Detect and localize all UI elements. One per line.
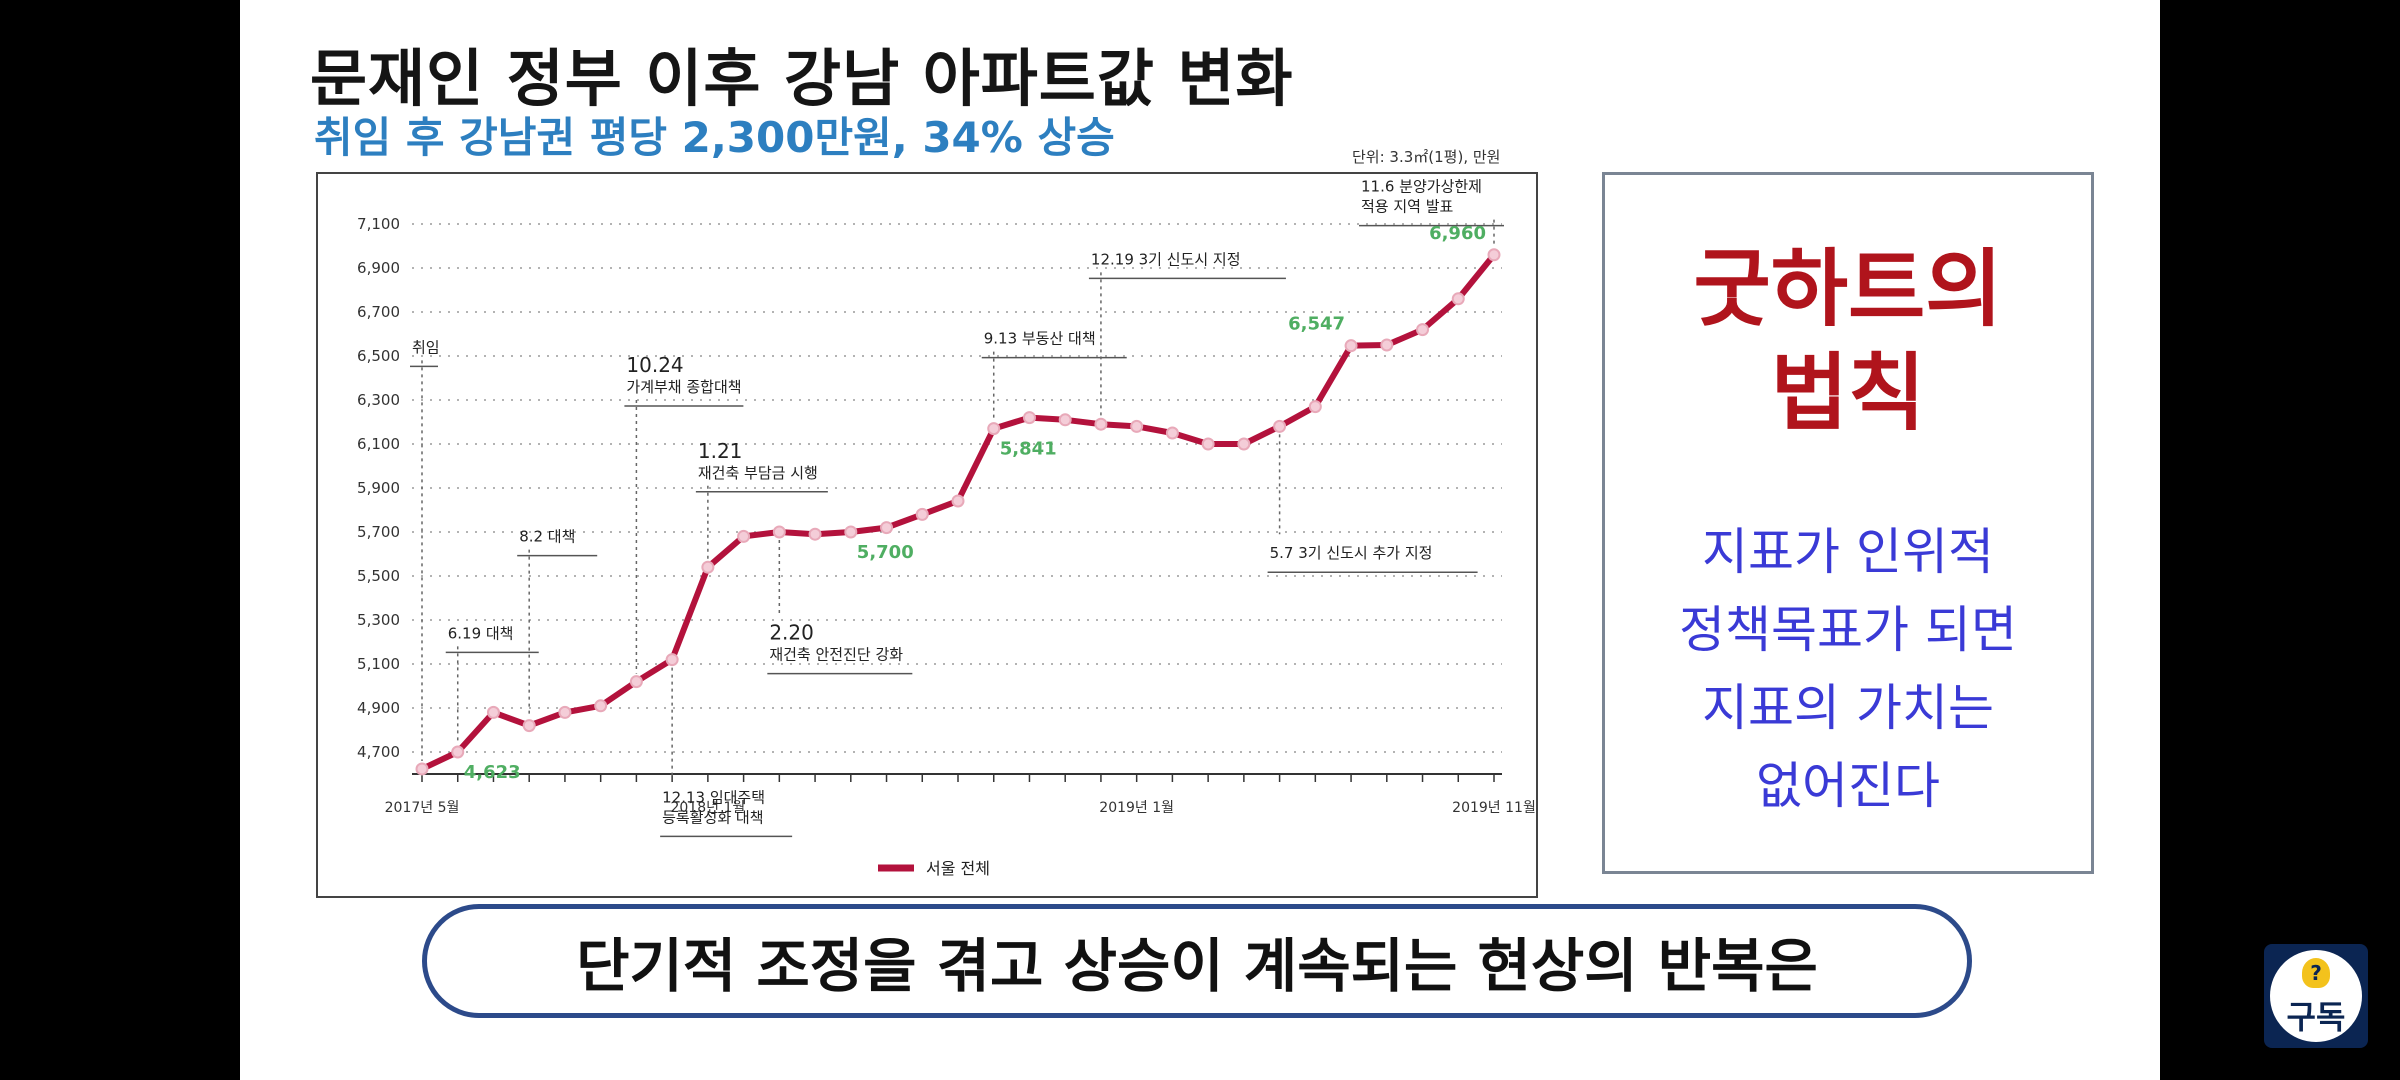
- data-point: [1273, 419, 1287, 433]
- data-point: [1058, 413, 1072, 427]
- subscribe-button[interactable]: ? 구독: [2264, 944, 2368, 1048]
- y-tick-label: 5,300: [357, 611, 400, 629]
- annotation-text: 8.2 대책: [519, 528, 575, 546]
- data-point: [665, 653, 679, 667]
- data-point: [1094, 417, 1108, 431]
- annotation-text: 12.13 임대주택: [662, 788, 765, 806]
- y-tick-label: 5,700: [357, 523, 400, 541]
- data-point: [594, 699, 608, 713]
- x-tick-label: 2018년 1월: [670, 800, 745, 816]
- subscribe-label: 구독: [2286, 998, 2346, 1036]
- y-tick-label: 4,900: [357, 699, 400, 717]
- x-tick-label: 2019년 11월: [1452, 800, 1536, 816]
- data-point: [701, 560, 715, 574]
- slide: 문재인 정부 이후 강남 아파트값 변화 취임 후 강남권 평당 2,300만원…: [240, 0, 2160, 1080]
- data-point: [844, 525, 858, 539]
- data-point: [737, 529, 751, 543]
- chart-svg: 4,700 4,900 5,100 5,300 5,500 5,700 5,900 6,100…: [357, 178, 1536, 878]
- y-tick-label: 6,900: [357, 259, 400, 277]
- data-point: [1237, 437, 1251, 451]
- slide-subtitle: 취임 후 강남권 평당 2,300만원, 34% 상승: [314, 113, 1115, 162]
- data-point: [522, 719, 536, 733]
- data-point: [1130, 419, 1144, 433]
- data-point: [486, 705, 500, 719]
- y-tick-label: 7,100: [357, 215, 400, 233]
- annotation-text: 12.19 3기 신도시 지정: [1091, 250, 1241, 268]
- data-point: [415, 762, 429, 776]
- goodhart-body-line: 정책목표가 되면: [1679, 601, 2017, 659]
- goodhart-body-line: 지표가 인위적: [1702, 523, 1994, 581]
- data-point: [1451, 292, 1465, 306]
- goodhart-heading: 굿하트의 법칙: [1605, 237, 2091, 445]
- annotation-text: 1.21: [698, 439, 743, 463]
- annotation-text: 가계부채 종합대책: [626, 378, 741, 396]
- annotation-text: 취임: [412, 338, 440, 356]
- y-tick-label: 6,300: [357, 391, 400, 409]
- data-point: [1487, 248, 1501, 262]
- y-tick-label: 5,100: [357, 655, 400, 673]
- goodhart-body: 지표가 인위적 정책목표가 되면 지표의 가치는 없어진다: [1605, 513, 2091, 825]
- goodhart-law-box: 굿하트의 법칙 지표가 인위적 정책목표가 되면 지표의 가치는 없어진다: [1602, 172, 2094, 874]
- data-point: [1344, 339, 1358, 353]
- data-point: [772, 525, 786, 539]
- data-point: [1022, 411, 1036, 425]
- subtitle-caption: 단기적 조정을 겪고 상승이 계속되는 현상의 반복은: [422, 904, 1972, 1018]
- annotation-text: 재건축 안전진단 강화: [769, 646, 903, 664]
- data-point: [1165, 426, 1179, 440]
- y-tick-label: 4,700: [357, 743, 400, 761]
- x-tick-label: 2019년 1월: [1099, 800, 1174, 816]
- annotation-text: 10.24: [626, 353, 683, 377]
- y-tick-label: 5,900: [357, 479, 400, 497]
- annotation-text: 9.13 부동산 대책: [984, 330, 1096, 348]
- data-point: [915, 507, 929, 521]
- legend-label: 서울 전체: [926, 859, 990, 878]
- x-tick-label: 2017년 5월: [385, 800, 460, 816]
- annotation-text: 11.6 분양가상한제: [1361, 178, 1482, 196]
- value-label: 6,960: [1429, 223, 1486, 244]
- question-mark-glyph: ?: [2310, 961, 2322, 985]
- line-chart: 4,700 4,900 5,100 5,300 5,500 5,700 5,900 6,100…: [316, 172, 1538, 898]
- data-point: [1308, 400, 1322, 414]
- value-label: 4,623: [464, 762, 521, 783]
- data-point: [558, 705, 572, 719]
- annotation-text: 재건축 부담금 시행: [698, 464, 818, 482]
- data-point: [987, 422, 1001, 436]
- y-tick-label: 6,700: [357, 303, 400, 321]
- value-label: 5,841: [1000, 439, 1057, 460]
- annotation-text: 등록활성화 대책: [662, 808, 763, 826]
- goodhart-heading-line1: 굿하트의: [1693, 240, 2003, 338]
- data-point: [629, 675, 643, 689]
- lightbulb-question-icon: [2302, 958, 2330, 988]
- y-tick-label: 6,100: [357, 435, 400, 453]
- data-point: [808, 527, 822, 541]
- annotation-text: 2.20: [769, 621, 814, 645]
- data-point: [951, 494, 965, 508]
- data-point: [880, 521, 894, 535]
- y-tick-label: 6,500: [357, 347, 400, 365]
- goodhart-heading-line2: 법칙: [1770, 344, 1926, 442]
- slide-title: 문재인 정부 이후 강남 아파트값 변화: [310, 42, 1294, 115]
- data-point: [1380, 338, 1394, 352]
- unit-note: 단위: 3.3㎡(1평), 만원: [1352, 148, 1501, 166]
- annotation-text: 적용 지역 발표: [1361, 198, 1454, 216]
- annotation-text: 5.7 3기 신도시 추가 지정: [1270, 544, 1433, 562]
- value-label: 6,547: [1288, 314, 1345, 335]
- goodhart-body-line: 없어진다: [1756, 757, 1940, 815]
- annotation-text: 6.19 대책: [448, 624, 514, 642]
- data-point: [1416, 323, 1430, 337]
- y-tick-label: 5,500: [357, 567, 400, 585]
- data-point: [1201, 437, 1215, 451]
- value-label: 5,700: [857, 542, 914, 563]
- goodhart-body-line: 지표의 가치는: [1702, 679, 1994, 737]
- data-point: [451, 745, 465, 759]
